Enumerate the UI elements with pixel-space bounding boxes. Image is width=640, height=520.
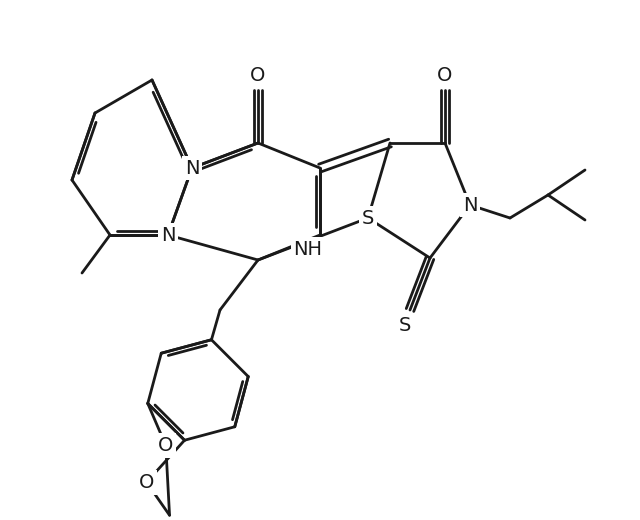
Text: O: O [139, 473, 154, 492]
Text: NH: NH [294, 240, 323, 258]
Text: N: N [463, 196, 477, 215]
Text: S: S [362, 209, 374, 228]
Text: S: S [399, 316, 411, 334]
Text: O: O [437, 66, 452, 85]
Text: N: N [185, 159, 199, 177]
Text: N: N [185, 159, 199, 177]
Text: O: O [158, 436, 173, 455]
Text: O: O [250, 66, 266, 85]
Text: N: N [161, 226, 175, 244]
